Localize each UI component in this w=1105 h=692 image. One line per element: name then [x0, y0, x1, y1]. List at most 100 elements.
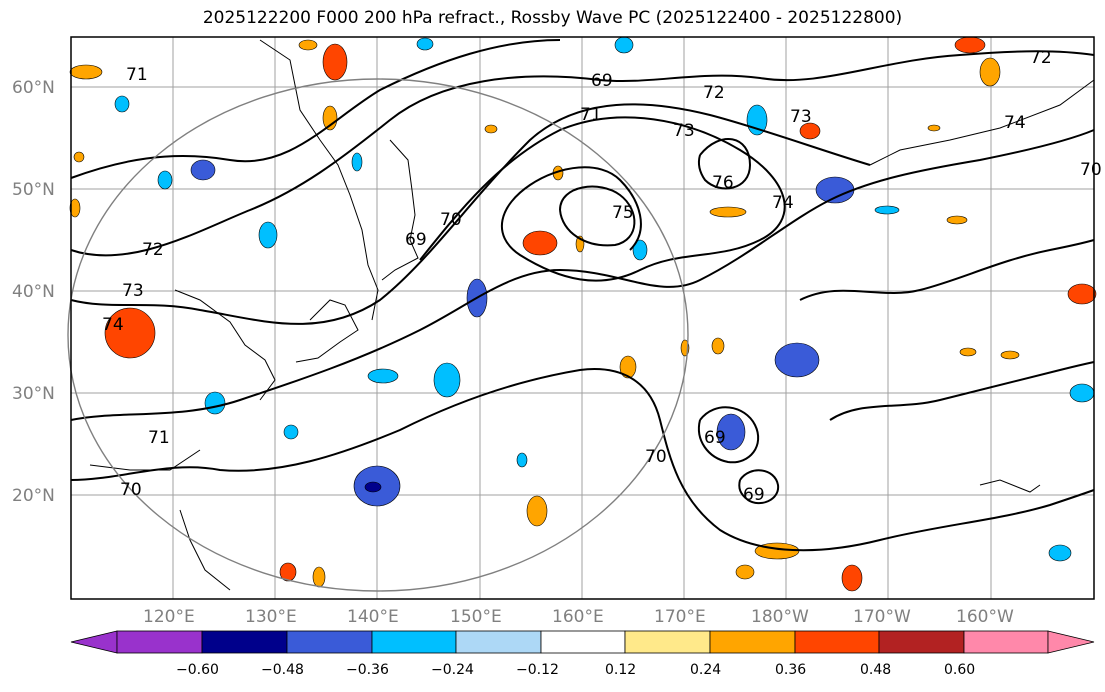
anomaly-blob [522, 230, 558, 256]
anomaly-blob [927, 124, 941, 132]
anomaly-blob [841, 564, 863, 592]
anomaly-blob [946, 215, 968, 225]
colorbar-tick-label: −0.12 [516, 662, 559, 678]
contour-label: 72 [703, 83, 725, 103]
contour-label: 69 [704, 428, 726, 448]
colorbar-segment [794, 630, 880, 654]
colorbar-segment [963, 630, 1049, 654]
colorbar-segment [116, 630, 203, 654]
coastlines [89, 39, 1095, 591]
contour-label: 72 [142, 240, 164, 260]
contour-label: 71 [148, 428, 170, 448]
anomaly-blob [619, 355, 637, 379]
contour-label: 71 [580, 105, 602, 125]
colorbar-segment [540, 630, 626, 654]
anomaly-blob [312, 566, 326, 588]
contour-label: 70 [645, 447, 667, 467]
colorbar-tick-label: 0.24 [690, 662, 721, 678]
lon-tick-label: 130°E [245, 607, 297, 627]
colorbar-tick-label: −0.60 [176, 662, 219, 678]
anomaly-blob [614, 36, 634, 54]
lon-tick-label: 160°W [956, 607, 1014, 627]
anomaly-blob [1048, 544, 1072, 562]
contour-label: 69 [405, 230, 427, 250]
anomaly-blob [799, 122, 821, 140]
anomaly-blob [367, 368, 399, 384]
lat-tick-label: 40°N [12, 282, 55, 302]
lon-tick-label: 120°E [143, 607, 195, 627]
contour-label: 73 [673, 121, 695, 141]
contours [70, 39, 1095, 552]
contour-label: 74 [1004, 113, 1026, 133]
lon-tick-label: 150°E [450, 607, 502, 627]
anomaly-blob [114, 95, 130, 113]
lat-tick-label: 20°N [12, 486, 55, 506]
anomaly-blob [484, 124, 498, 134]
lon-tick-label: 170°E [654, 607, 706, 627]
contour-labels: 71 72 73 74 70 69 75 76 74 73 72 71 70 6… [102, 48, 1102, 505]
colorbar-segment [371, 630, 457, 654]
lat-tick-label: 60°N [12, 78, 55, 98]
gridlines [71, 37, 1094, 599]
anomaly-blob [322, 105, 338, 131]
anomaly-blob [709, 206, 747, 218]
contour-label: 69 [591, 71, 613, 91]
anomaly-blob [526, 495, 548, 527]
anomaly-blob [1069, 383, 1095, 403]
anomaly-blob [632, 239, 648, 261]
anomaly-blob [69, 198, 81, 218]
lat-tick-label: 50°N [12, 180, 55, 200]
anomaly-blob [73, 151, 85, 163]
anomaly-blob [516, 452, 528, 468]
anomaly-blob [283, 424, 299, 440]
colorbar-tick-label: 0.12 [605, 662, 636, 678]
anomaly-blob [1067, 283, 1097, 305]
map-frame [70, 36, 1095, 600]
contour-label: 70 [440, 210, 462, 230]
contour-label: 76 [712, 173, 734, 193]
shaded-field [69, 36, 1097, 592]
contour-label: 74 [772, 193, 794, 213]
colorbar [70, 630, 1095, 654]
anomaly-blob [716, 413, 746, 451]
colorbar-segment [455, 630, 542, 654]
lon-tick-label: 180°W [751, 607, 809, 627]
anomaly-blob [104, 307, 156, 359]
anomaly-blob [874, 205, 900, 215]
rossby-region-circle [67, 78, 689, 592]
colorbar-tick-label: 0.36 [775, 662, 806, 678]
lon-tick-label: 140°E [347, 607, 399, 627]
contour-label: 70 [120, 480, 142, 500]
colorbar-tick-label: −0.36 [346, 662, 389, 678]
anomaly-blob [351, 152, 363, 172]
anomaly-blob [735, 564, 755, 580]
colorbar-segment [709, 630, 796, 654]
anomaly-blob [711, 337, 725, 355]
lon-tick-label: 170°W [853, 607, 911, 627]
contour-label: 73 [790, 107, 812, 127]
anomaly-blob [157, 170, 173, 190]
colorbar-segment [1047, 630, 1095, 654]
colorbar-ticks: −0.60 −0.48 −0.36 −0.24 −0.12 0.12 0.24 … [176, 662, 975, 678]
lat-axis: 60°N 50°N 40°N 30°N 20°N [12, 78, 55, 506]
anomaly-blob [190, 159, 216, 181]
contour-label: 71 [126, 65, 148, 85]
plot-title: 2025122200 F000 200 hPa refract., Rossby… [202, 8, 903, 28]
colorbar-segment [624, 630, 711, 654]
lon-tick-label: 160°E [552, 607, 604, 627]
anomaly-blob [279, 562, 297, 582]
anomaly-blob [298, 39, 318, 51]
anomaly-blob [322, 43, 348, 81]
contour-label: 73 [122, 281, 144, 301]
contour-label: 75 [612, 203, 634, 223]
anomaly-blob [815, 176, 855, 204]
colorbar-segment [878, 630, 965, 654]
lon-axis: 120°E 130°E 140°E 150°E 160°E 170°E 180°… [143, 607, 1014, 627]
anomaly-blob [416, 37, 434, 51]
anomaly-blob [959, 347, 977, 357]
contour-label: 72 [1030, 48, 1052, 68]
colorbar-tick-label: −0.48 [261, 662, 304, 678]
anomaly-blob [1000, 350, 1020, 360]
anomaly-blob [774, 342, 820, 378]
